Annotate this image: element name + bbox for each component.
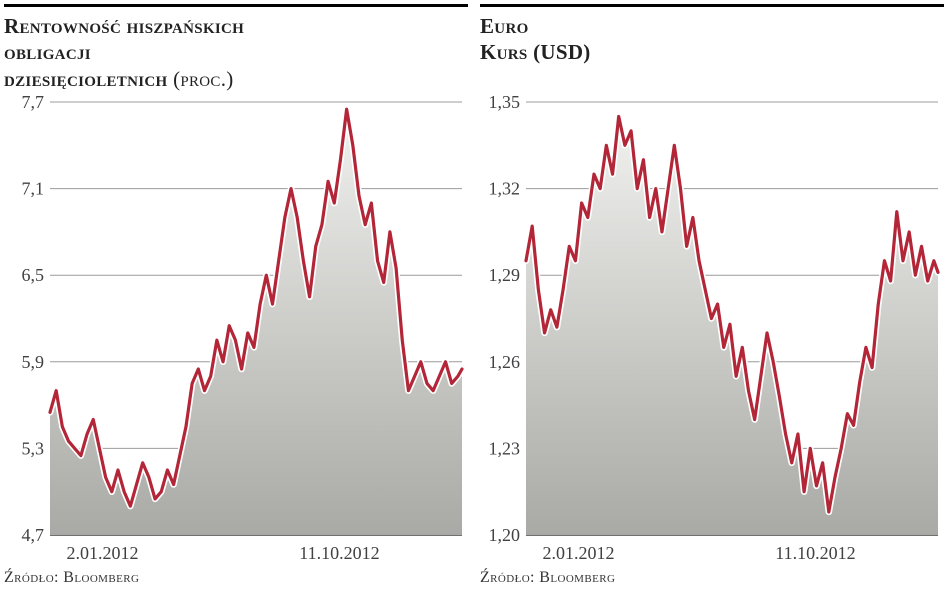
svg-text:5,9: 5,9 [22, 352, 45, 372]
title-text: dziesięcioletnich [4, 67, 168, 91]
svg-text:7,7: 7,7 [22, 96, 45, 112]
spain-yield-source: Źródło: Bloomberg [4, 565, 468, 589]
title-line: Euro [480, 13, 944, 39]
spain-yield-panel: Rentowność hiszpańskich obligacji dziesi… [4, 4, 468, 589]
svg-text:11.10.2012: 11.10.2012 [299, 543, 379, 563]
svg-text:2.01.2012: 2.01.2012 [542, 543, 614, 563]
svg-text:6,5: 6,5 [22, 265, 45, 285]
svg-text:1,20: 1,20 [489, 525, 521, 545]
spain-yield-chart: 4,7 5,3 5,9 6,5 7,1 7,7 2.01.2012 11.10.2012 [4, 96, 468, 565]
svg-text:7,1: 7,1 [22, 179, 45, 199]
svg-text:1,35: 1,35 [489, 96, 521, 112]
svg-text:1,23: 1,23 [489, 438, 521, 458]
euro-usd-title: Euro Kurs (USD) [480, 4, 944, 96]
title-line: dziesięcioletnich (proc.) [4, 66, 468, 92]
svg-text:1,26: 1,26 [489, 352, 521, 372]
euro-usd-chart: 1,20 1,23 1,26 1,29 1,32 1,35 2.01.2012 11.10.2… [480, 96, 944, 565]
title-line: obligacji [4, 39, 468, 65]
svg-text:1,29: 1,29 [489, 265, 521, 285]
title-line: Rentowność hiszpańskich [4, 13, 468, 39]
svg-text:1,32: 1,32 [489, 179, 521, 199]
spain-yield-title: Rentowność hiszpańskich obligacji dziesi… [4, 4, 468, 96]
svg-text:11.10.2012: 11.10.2012 [775, 543, 855, 563]
svg-text:5,3: 5,3 [22, 438, 45, 458]
euro-usd-source: Źródło: Bloomberg [480, 565, 944, 589]
euro-usd-panel: Euro Kurs (USD) 1,20 1,23 1,26 1,29 1,32 1,35… [480, 4, 944, 589]
svg-text:4,7: 4,7 [22, 525, 45, 545]
svg-text:2.01.2012: 2.01.2012 [66, 543, 138, 563]
title-unit: (proc.) [173, 67, 234, 91]
title-line: Kurs (USD) [480, 39, 944, 65]
